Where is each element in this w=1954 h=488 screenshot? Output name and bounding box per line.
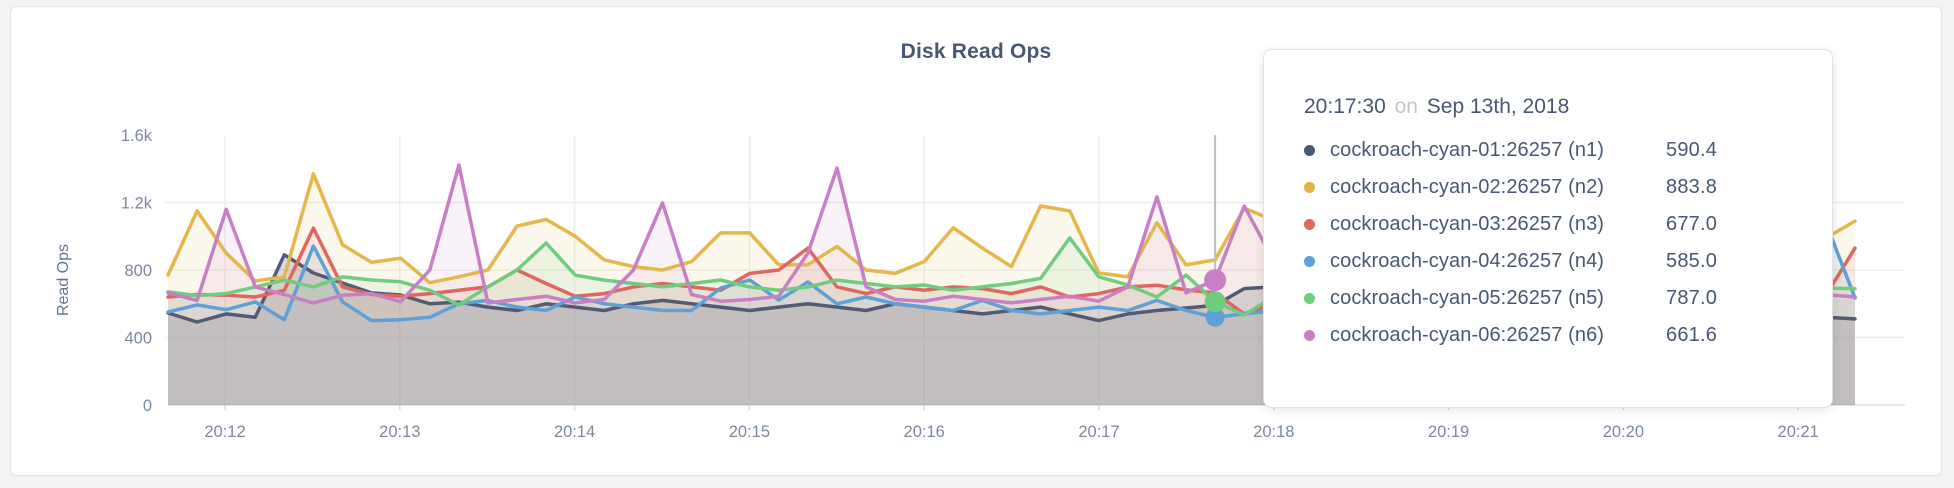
chart-title: Disk Read Ops [900,40,1052,63]
x-tick-label: 20:16 [904,423,945,441]
x-tick-label: 20:13 [379,423,420,441]
tooltip-time: 20:17:30 [1304,95,1386,118]
tooltip-header: 20:17:30 on Sep 13th, 2018 [1304,94,1832,120]
y-tick-label: 400 [124,330,152,348]
tooltip-series-row: cockroach-cyan-04:26257 (n4) 585.0 [1264,243,1832,280]
series-value: 787.0 [1666,287,1718,309]
hover-dot-n5 [1204,291,1226,313]
hover-dot-n6 [1204,269,1227,292]
series-color-dot-icon [1304,219,1315,230]
series-value: 585.0 [1666,250,1718,272]
x-tick-label: 20:14 [554,423,595,441]
series-name: cockroach-cyan-01:26257 (n1) [1330,139,1605,161]
x-tick-label: 20:18 [1253,423,1294,441]
series-name: cockroach-cyan-03:26257 (n3) [1330,213,1605,235]
y-tick-label: 0 [143,397,152,415]
x-tick-label: 20:21 [1778,423,1819,441]
x-tick-label: 20:19 [1428,423,1469,441]
y-tick-label: 800 [124,262,152,280]
series-color-dot-icon [1304,182,1315,193]
tooltip-series-row: cockroach-cyan-03:26257 (n3) 677.0 [1264,206,1832,243]
x-tick-label: 20:12 [204,423,245,441]
y-tick-label: 1.6k [121,127,153,145]
tooltip-series-row: cockroach-cyan-01:26257 (n1) 590.4 [1264,132,1832,169]
tooltip-series-row: cockroach-cyan-05:26257 (n5) 787.0 [1264,280,1832,317]
tooltip-series-list: cockroach-cyan-01:26257 (n1) 590.4 cockr… [1264,132,1832,354]
x-tick-label: 20:15 [729,423,770,441]
hover-dot-n4 [1205,307,1225,327]
series-name: cockroach-cyan-04:26257 (n4) [1330,250,1605,272]
x-tick-label: 20:20 [1603,423,1644,441]
series-color-dot-icon [1304,330,1315,341]
tooltip-date: Sep 13th, 2018 [1426,95,1570,118]
tooltip-series-row: cockroach-cyan-02:26257 (n2) 883.8 [1264,169,1832,206]
tooltip-series-row: cockroach-cyan-06:26257 (n6) 661.6 [1264,317,1832,354]
hover-tooltip: 20:17:30 on Sep 13th, 2018 cockroach-cya… [1263,49,1833,408]
series-value: 883.8 [1666,176,1718,198]
series-value: 677.0 [1666,213,1718,235]
series-color-dot-icon [1304,256,1315,267]
y-tick-label: 1.2k [121,195,153,213]
series-name: cockroach-cyan-02:26257 (n2) [1330,176,1605,198]
series-value: 590.4 [1666,139,1718,161]
series-name: cockroach-cyan-05:26257 (n5) [1330,287,1605,309]
tooltip-on-word: on [1394,95,1418,118]
series-name: cockroach-cyan-06:26257 (n6) [1330,324,1605,346]
series-color-dot-icon [1304,293,1315,304]
series-color-dot-icon [1304,145,1315,156]
x-tick-label: 20:17 [1078,423,1119,441]
series-value: 661.6 [1666,324,1718,346]
